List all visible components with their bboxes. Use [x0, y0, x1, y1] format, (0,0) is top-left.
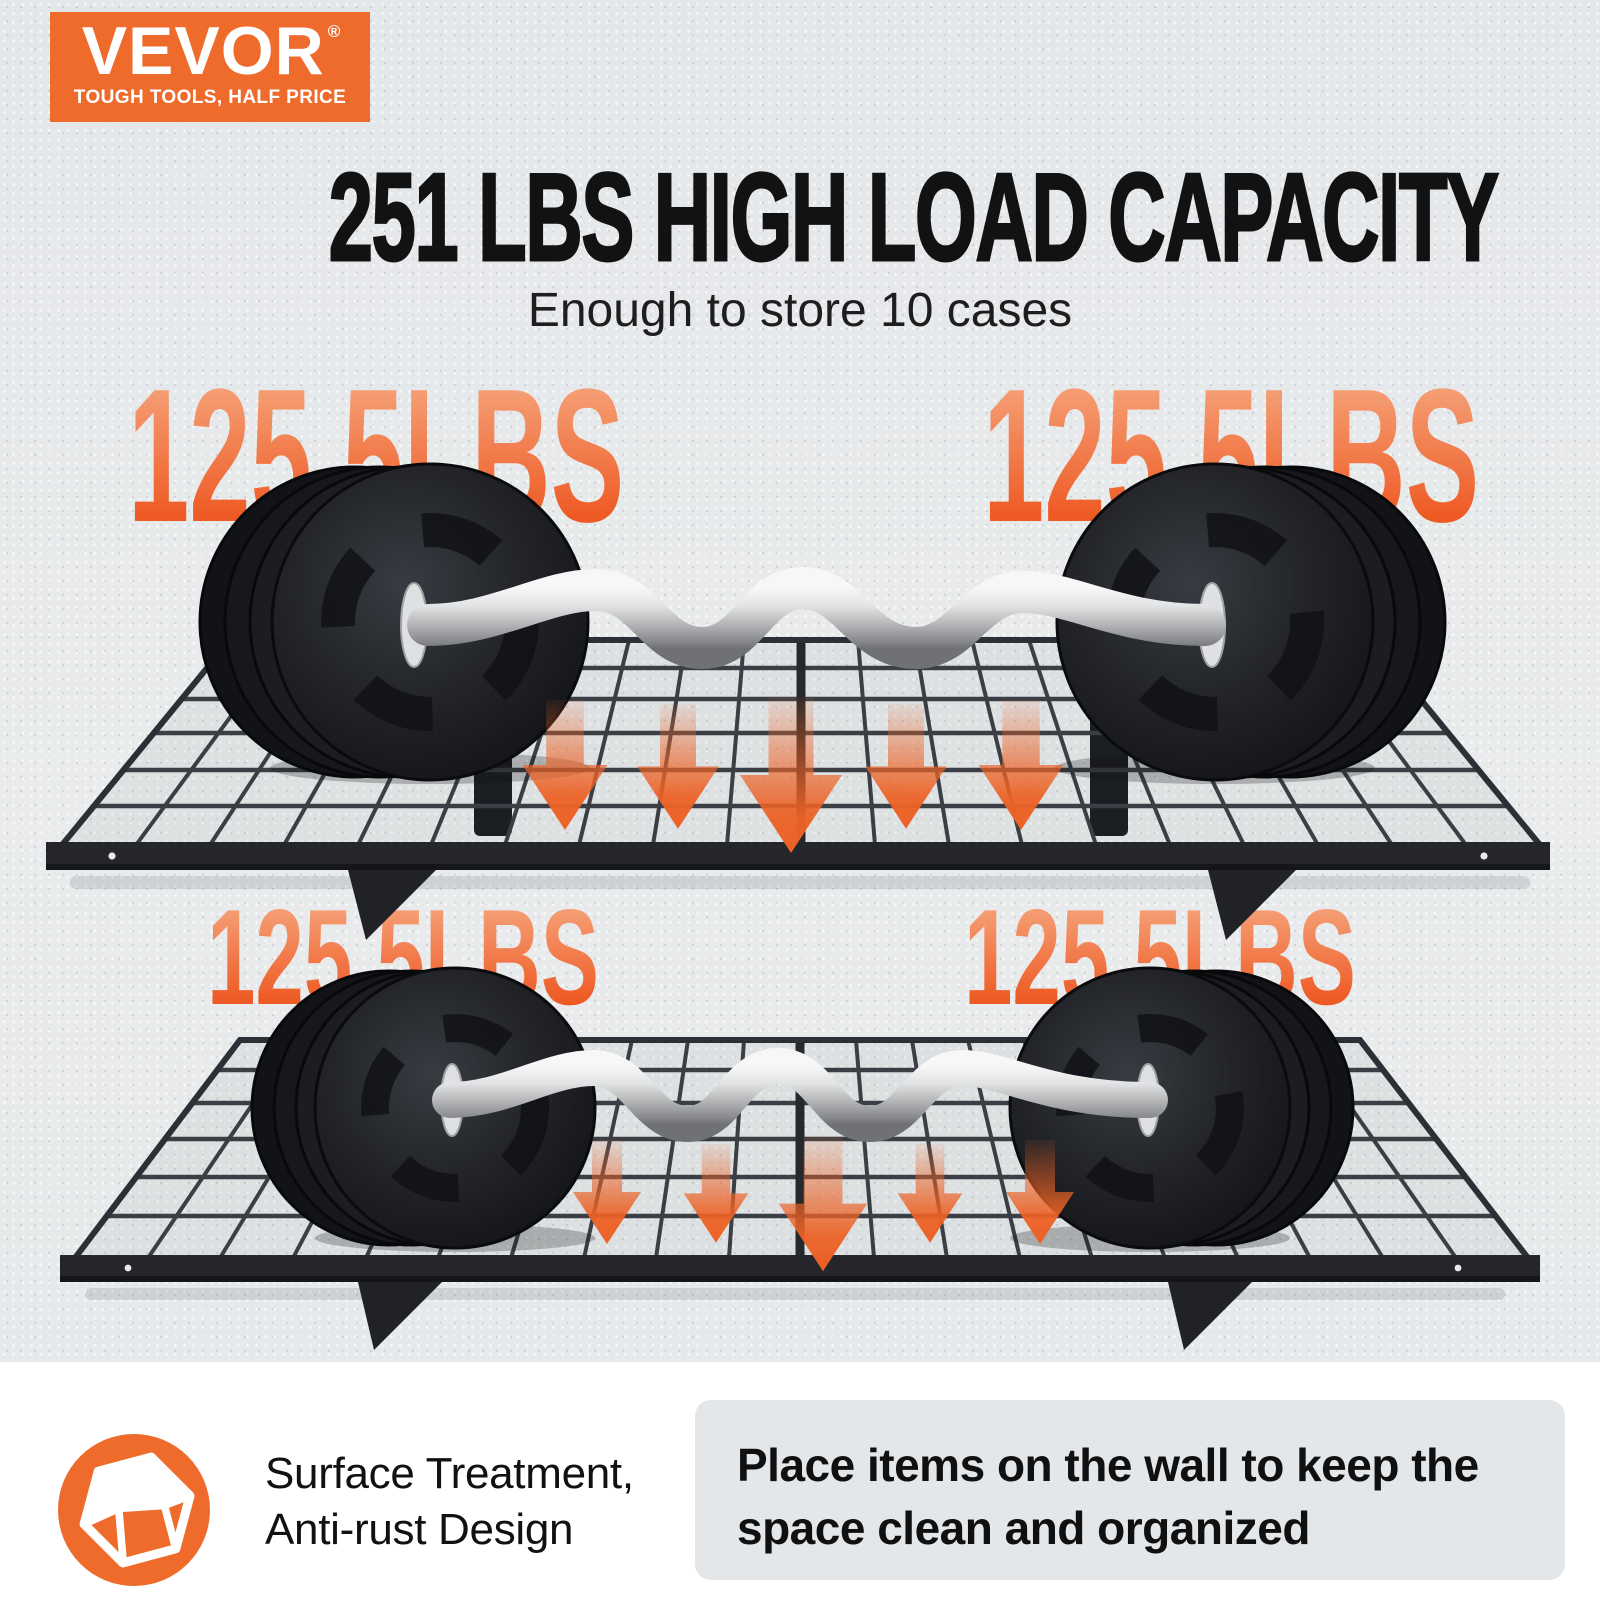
- vevor-logo: VEVOR ® TOUGH TOOLS, HALF PRICE: [50, 12, 370, 122]
- front-rail-bottom: [60, 1255, 1540, 1350]
- shelf-bracket-icon: [348, 870, 436, 940]
- barbell-top: [198, 462, 1447, 784]
- weight-plates-left: [250, 966, 597, 1250]
- page-subtitle: Enough to store 10 cases: [527, 284, 1073, 337]
- callout-text: Place items on the wall to keep the spac…: [695, 1400, 1565, 1561]
- shelf-bracket-icon: [358, 1282, 442, 1350]
- callout-line-2: space clean and organized: [737, 1502, 1310, 1555]
- barbell-bottom: [250, 966, 1355, 1252]
- callout-box: Place items on the wall to keep the spac…: [695, 1400, 1565, 1580]
- feature-line-2: Anti-rust Design: [265, 1504, 574, 1554]
- shelf-bracket-icon: [1208, 870, 1296, 940]
- ez-curl-bar-top: [400, 566, 1226, 670]
- weight-plates-right: [1055, 462, 1447, 782]
- registered-mark-icon: ®: [327, 21, 342, 41]
- hexagon-box-icon: [58, 1434, 210, 1586]
- shelf-bottom: [60, 966, 1540, 1350]
- page-title: 251 LBS HIGH LOAD CAPACITY: [328, 149, 1500, 287]
- shelf-bracket-icon: [1168, 1282, 1252, 1350]
- logo-tagline: TOUGH TOOLS, HALF PRICE: [73, 86, 347, 108]
- logo-brand-text: VEVOR ®: [81, 13, 342, 90]
- ez-curl-bar-bottom: [432, 1047, 1168, 1143]
- feature-line-1: Surface Treatment,: [265, 1449, 634, 1498]
- weight-plates-right: [1008, 966, 1355, 1250]
- shelf-top: [46, 462, 1550, 940]
- feature-text: Surface Treatment, Anti-rust Design: [265, 1446, 634, 1558]
- front-rail-top: [46, 842, 1550, 940]
- callout-line-1: Place items on the wall to keep the: [737, 1439, 1479, 1491]
